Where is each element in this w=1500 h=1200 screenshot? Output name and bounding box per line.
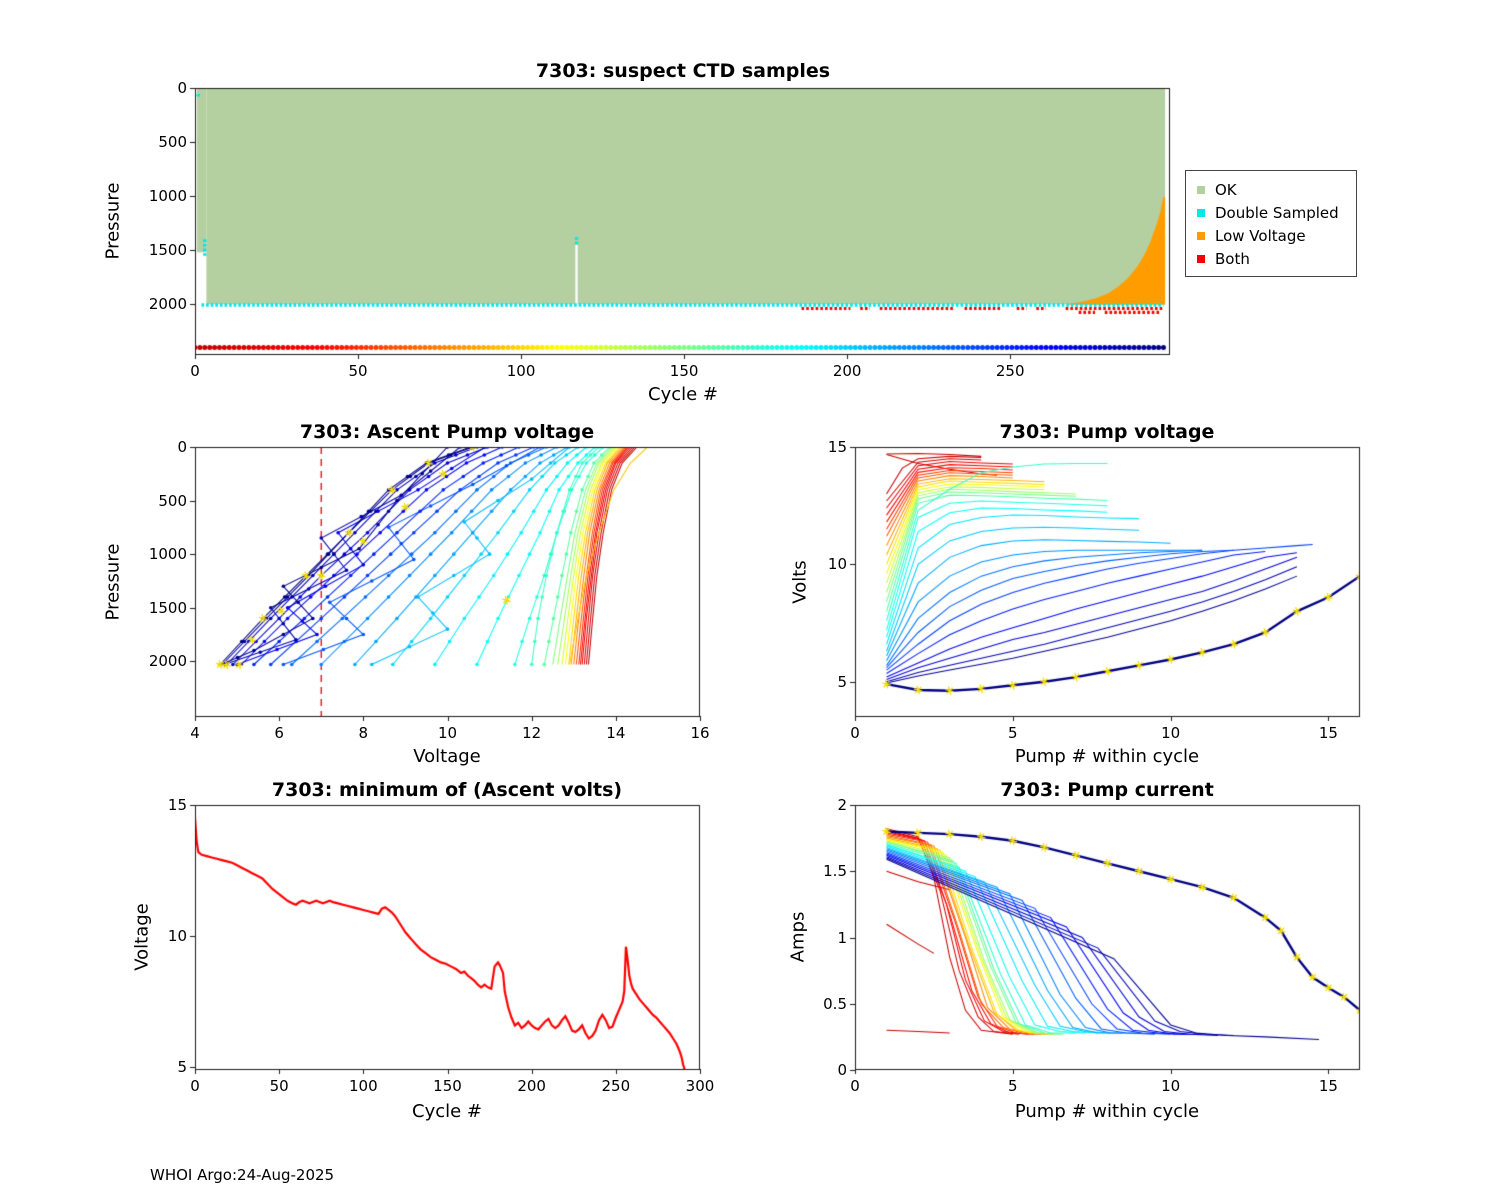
x-tick-label: 150 (433, 1077, 462, 1095)
x-tick-label: 10 (1161, 1077, 1181, 1095)
x-tick-label: 250 (601, 1077, 631, 1095)
legend-item: Low Voltage (1197, 224, 1350, 247)
x-tick-label: 10 (1161, 724, 1181, 742)
y-tick-label: 2 (837, 796, 847, 814)
y-tick-label: 10 (827, 555, 847, 574)
x-tick-label: 200 (517, 1077, 546, 1095)
x-tick-label: 16 (690, 724, 710, 742)
y-tick-label: 0 (177, 438, 187, 456)
legend-item: Both (1197, 247, 1350, 270)
legend-item: OK (1197, 178, 1350, 201)
pump-current-x-axis-label: Pump # within cycle (1014, 1101, 1200, 1122)
legend-marker-icon (1197, 254, 1205, 263)
pump-voltage-plot-area (845, 437, 1370, 727)
y-tick-label: 1 (837, 928, 847, 947)
y-tick-label: 1000 (148, 187, 187, 206)
y-tick-label: 2000 (148, 295, 187, 314)
x-tick-label: 50 (348, 362, 368, 380)
y-tick-label: 0 (837, 1061, 847, 1079)
x-tick-label: 15 (1318, 724, 1338, 742)
legend-marker-icon (1197, 208, 1205, 217)
ascent-pump-voltage-y-axis-label: Pressure (102, 543, 124, 621)
y-tick-label: 15 (827, 438, 847, 456)
x-tick-label: 14 (606, 724, 626, 742)
x-tick-label: 15 (1318, 1077, 1338, 1095)
y-tick-label: 1000 (148, 545, 187, 564)
x-tick-label: 5 (1008, 724, 1018, 742)
legend-marker-icon (1197, 231, 1205, 240)
legend-label: Low Voltage (1215, 226, 1306, 245)
x-tick-label: 300 (685, 1077, 715, 1095)
y-tick-label: 500 (158, 491, 187, 510)
ascent-pump-voltage-x-axis-label: Voltage (413, 746, 481, 767)
legend-label: Both (1215, 249, 1250, 268)
y-tick-label: 1500 (148, 241, 187, 260)
footer-text: WHOI Argo:24-Aug-2025 (150, 1166, 335, 1184)
x-tick-label: 0 (850, 724, 860, 742)
y-tick-label: 500 (158, 133, 187, 152)
pump-current-plot-area (845, 795, 1370, 1080)
x-tick-label: 0 (190, 362, 200, 380)
legend-label: Double Sampled (1215, 203, 1339, 222)
legend-marker-icon (1197, 185, 1205, 194)
x-tick-label: 8 (358, 724, 369, 742)
x-tick-label: 100 (506, 362, 536, 380)
x-tick-label: 4 (190, 724, 200, 742)
y-tick-label: 0 (177, 79, 187, 97)
y-tick-label: 5 (177, 1058, 187, 1077)
min-ascent-volts-x-axis-label: Cycle # (412, 1101, 482, 1122)
x-tick-label: 0 (850, 1077, 860, 1095)
y-tick-label: 1.5 (823, 862, 847, 881)
x-tick-label: 100 (349, 1077, 378, 1095)
ascent-pump-voltage-plot-area (185, 437, 710, 727)
x-tick-label: 0 (190, 1077, 200, 1095)
x-tick-label: 150 (669, 362, 699, 380)
suspect-ctd-x-axis-label: Cycle # (648, 384, 718, 405)
y-tick-label: 5 (837, 672, 847, 691)
y-tick-label: 2000 (148, 652, 187, 671)
x-tick-label: 12 (522, 724, 542, 742)
x-tick-label: 50 (269, 1077, 289, 1095)
legend-item: Double Sampled (1197, 201, 1350, 224)
x-tick-label: 10 (437, 724, 458, 742)
y-tick-label: 1500 (148, 598, 187, 617)
x-tick-label: 5 (1008, 1077, 1018, 1095)
suspect-ctd-plot-area (185, 78, 1180, 365)
x-tick-label: 6 (274, 724, 284, 742)
y-tick-label: 10 (167, 927, 187, 946)
suspect-ctd-legend: OK Double Sampled Low Voltage Both (1185, 170, 1357, 277)
y-tick-label: 15 (167, 796, 187, 814)
x-tick-label: 250 (995, 362, 1025, 380)
pump-voltage-x-axis-label: Pump # within cycle (1014, 746, 1200, 767)
y-tick-label: 0.5 (823, 994, 847, 1013)
legend-label: OK (1215, 180, 1237, 199)
min-ascent-volts-plot-area (185, 795, 710, 1080)
suspect-ctd-title: 7303: suspect CTD samples (535, 60, 831, 82)
suspect-ctd-y-axis-label: Pressure (102, 182, 124, 260)
x-tick-label: 200 (832, 362, 862, 380)
